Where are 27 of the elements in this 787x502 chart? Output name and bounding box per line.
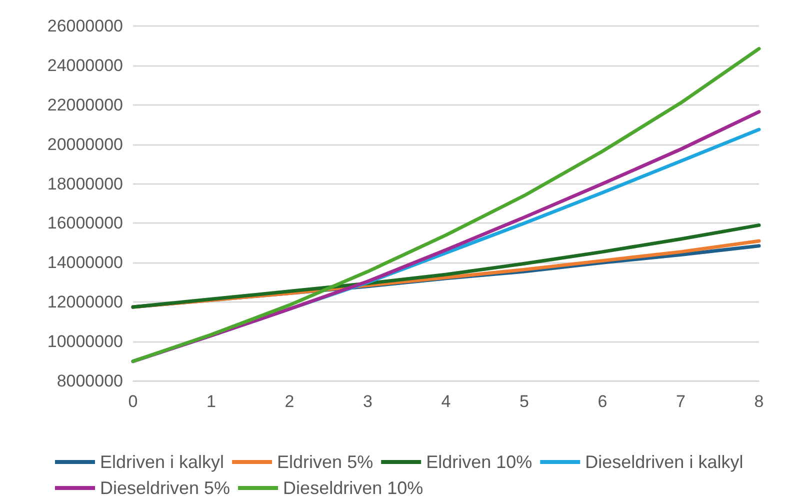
line-series [131,46,761,364]
y-tick-label: 10000000 [47,332,123,352]
legend-label: Eldriven 10% [426,452,532,472]
y-tick-label: 8000000 [56,372,123,390]
y-tick-label: 14000000 [47,253,123,272]
y-tick-label: 26000000 [47,16,123,36]
legend-label: Eldriven 5% [277,452,374,472]
legend-label: Eldriven i kalkyl [100,452,224,472]
x-tick-label: 4 [441,392,451,411]
x-tick-label: 5 [520,392,529,411]
x-tick-label: 6 [598,392,608,411]
y-tick-label: 20000000 [47,134,123,154]
y-tick-label: 12000000 [47,292,123,312]
line-series [131,223,761,309]
x-tick-label: 7 [676,392,686,411]
legend-label: Dieseldriven 5% [100,478,230,498]
y-tick-label: 18000000 [47,174,123,194]
x-tick-label: 8 [754,392,764,411]
legend-label: Dieseldriven 10% [283,478,424,498]
legend-label: Dieseldriven i kalkyl [585,452,744,472]
x-tick-label: 1 [206,392,216,411]
y-tick-label: 24000000 [47,56,123,75]
x-tick-label: 3 [363,392,372,411]
y-tick-label: 16000000 [47,214,123,233]
y-tick-label: 22000000 [47,95,123,114]
x-tick-label: 0 [128,392,138,411]
x-tick-label: 2 [284,392,294,411]
